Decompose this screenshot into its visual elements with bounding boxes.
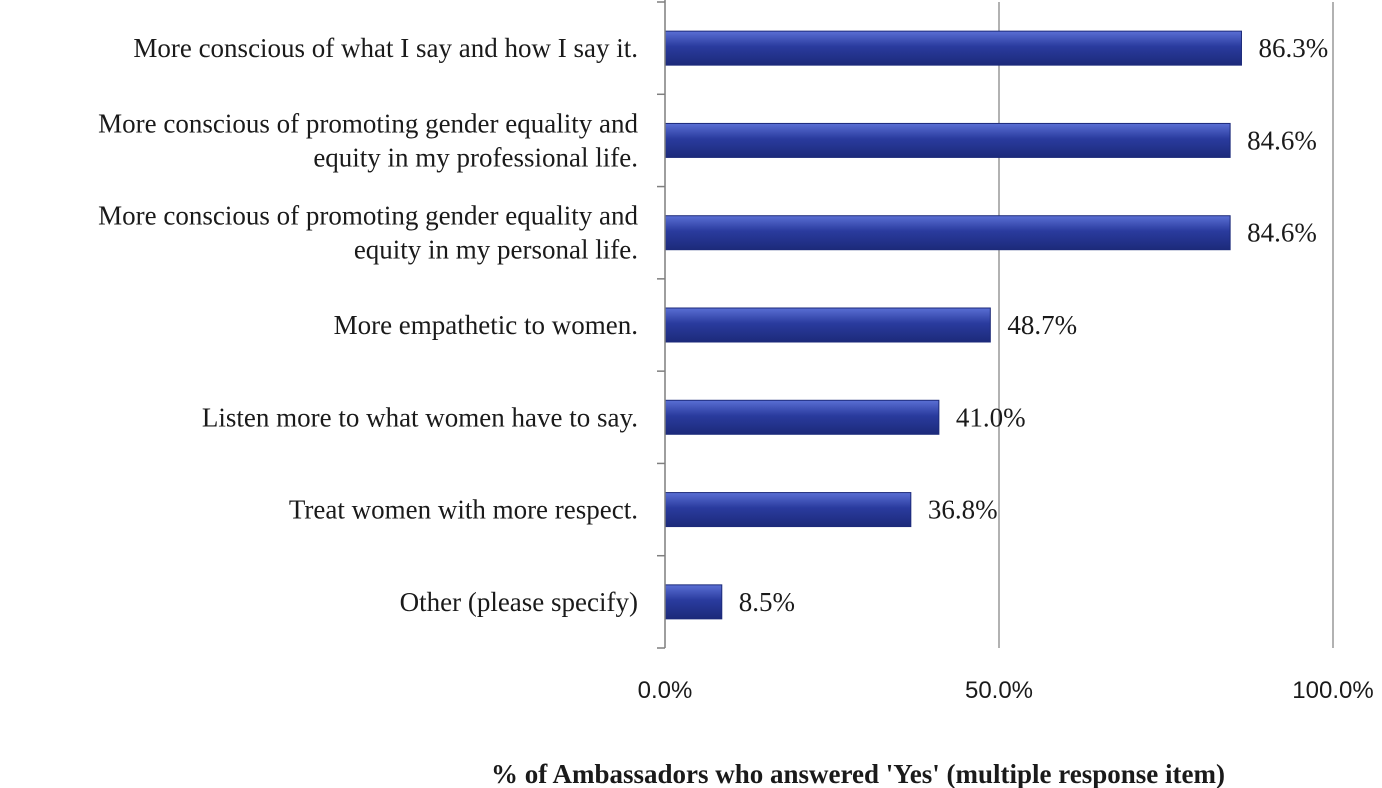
category-label: Other (please specify): [400, 587, 638, 617]
value-label: 84.6%: [1247, 218, 1317, 248]
bars: [664, 30, 1242, 620]
bar: [664, 215, 1231, 251]
gridlines: [998, 2, 1334, 648]
category-label: equity in my professional life.: [313, 142, 638, 172]
bar: [664, 584, 723, 620]
category-label: Treat women with more respect.: [289, 495, 638, 525]
category-label: More conscious of what I say and how I s…: [133, 33, 638, 63]
category-label: Listen more to what women have to say.: [202, 402, 638, 432]
value-label: 48.7%: [1007, 310, 1077, 340]
x-axis-title: % of Ambassadors who answered 'Yes' (mul…: [491, 759, 1225, 788]
value-label: 84.6%: [1247, 125, 1317, 155]
bar: [664, 492, 912, 528]
axes: [657, 0, 666, 649]
labels: 0.0% 50.0% 100.0% More conscious of what I …: [98, 33, 1374, 704]
category-label: More conscious of promoting gender equal…: [98, 201, 638, 231]
category-label: More empathetic to women.: [334, 310, 638, 340]
x-tick-label: 100.0%: [1292, 677, 1373, 704]
x-tick-label: 50.0%: [965, 677, 1033, 704]
value-label: 36.8%: [928, 495, 998, 525]
category-label: equity in my personal life.: [354, 235, 638, 265]
category-label: More conscious of promoting gender equal…: [98, 108, 638, 138]
value-label: 41.0%: [956, 402, 1026, 432]
bar: [664, 307, 991, 343]
bar: [664, 399, 940, 435]
value-label: 8.5%: [739, 587, 795, 617]
bar: [664, 122, 1231, 158]
bar: [664, 30, 1242, 66]
value-label: 86.3%: [1258, 33, 1328, 63]
x-tick-label: 0.0%: [638, 677, 693, 704]
